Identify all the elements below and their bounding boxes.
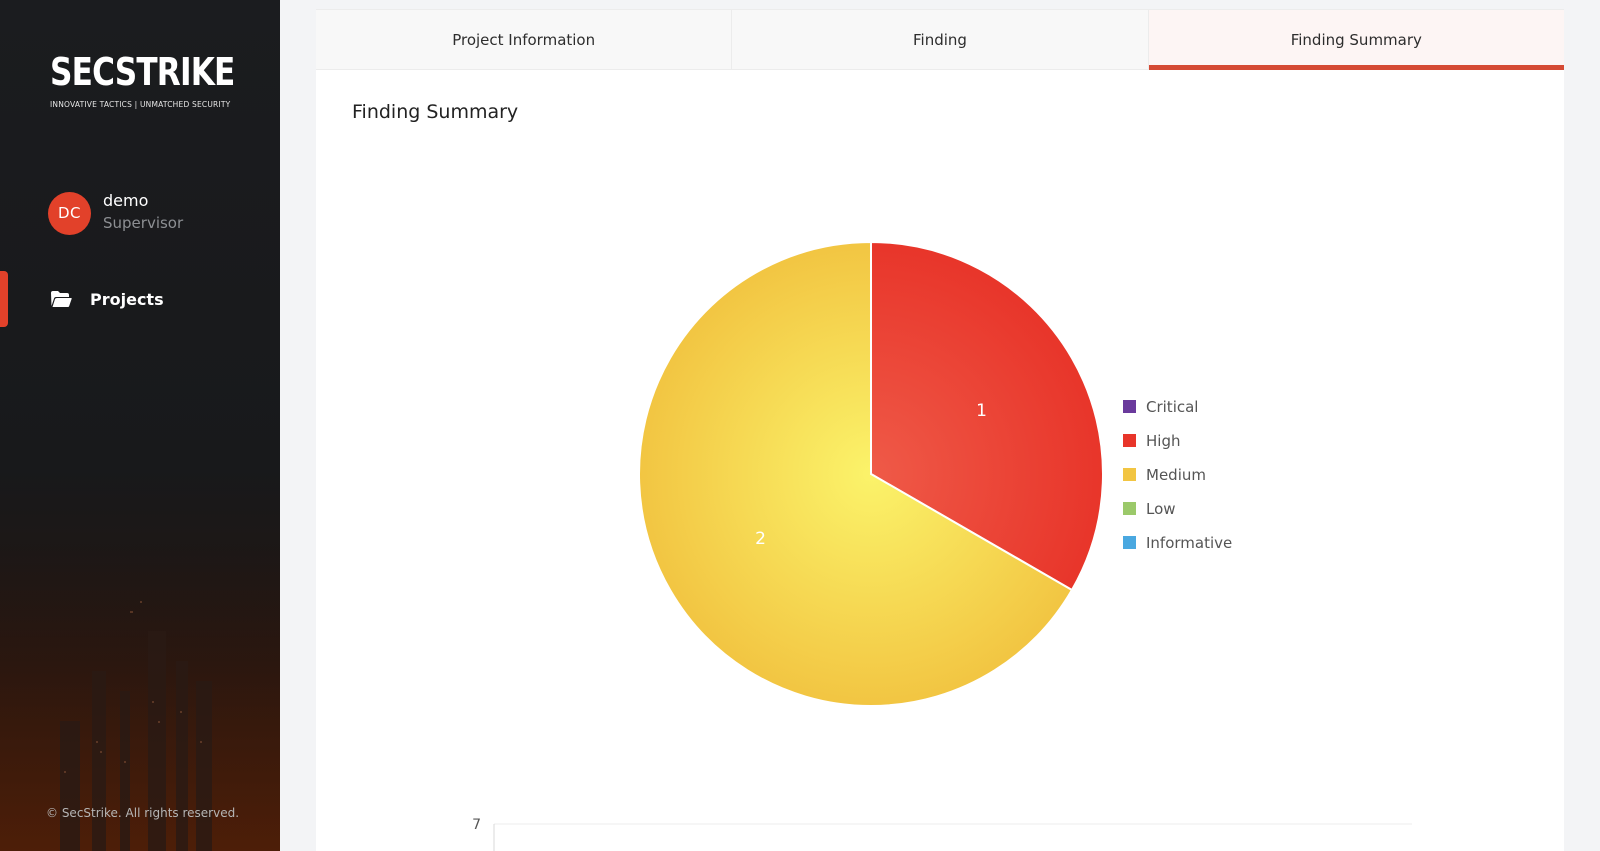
legend-item-critical[interactable]: Critical: [1123, 398, 1198, 416]
active-nav-indicator: [0, 271, 8, 327]
legend-swatch-critical: [1123, 400, 1136, 413]
user-info: demo Supervisor: [103, 191, 183, 235]
pie-slice-high[interactable]: [870, 240, 1104, 592]
folder-open-icon: [51, 291, 72, 307]
legend-label-high: High: [1146, 432, 1180, 450]
pie-slice-medium[interactable]: [638, 240, 1074, 707]
legend-swatch-informative: [1123, 536, 1136, 549]
user-role: Supervisor: [103, 214, 184, 232]
legend-label-critical: Critical: [1146, 398, 1198, 416]
tab-finding[interactable]: Finding: [732, 10, 1149, 70]
legend-swatch-medium: [1123, 468, 1136, 481]
legend-label-low: Low: [1146, 500, 1176, 518]
finding-bar-chart: 7: [472, 817, 1412, 851]
legend-item-low[interactable]: Low: [1123, 500, 1176, 518]
secstrike-logo[interactable]: SECSTRIKE INNOVATIVE TACTICS | UNMATCHED…: [50, 44, 235, 116]
tab-project-information[interactable]: Project Information: [316, 10, 733, 70]
sidebar-item-projects[interactable]: Projects: [0, 271, 280, 327]
legend-item-high[interactable]: High: [1123, 432, 1180, 450]
tab-finding-summary[interactable]: Finding Summary: [1148, 10, 1565, 70]
y-tick-label: 7: [472, 817, 481, 833]
legend-label-informative: Informative: [1146, 534, 1232, 552]
user-name: demo: [103, 191, 149, 210]
page-title: Finding Summary: [352, 101, 519, 123]
legend-item-informative[interactable]: Informative: [1123, 534, 1232, 552]
copyright-text: © SecStrike. All rights reserved.: [46, 806, 240, 820]
legend-label-medium: Medium: [1146, 466, 1206, 484]
sidebar-item-label: Projects: [90, 289, 164, 309]
user-profile[interactable]: DC demo Supervisor: [48, 191, 183, 235]
sidebar: SECSTRIKE INNOVATIVE TACTICS | UNMATCHED…: [0, 0, 280, 851]
legend-swatch-low: [1123, 502, 1136, 515]
tab-bar: Project Information Finding Finding Summ…: [316, 9, 1565, 70]
pie-label-high: 1: [976, 401, 987, 421]
main-card: Project Information Finding Finding Summ…: [316, 9, 1565, 851]
pie-label-medium: 2: [755, 529, 766, 549]
legend-swatch-high: [1123, 434, 1136, 447]
logo-tagline: INNOVATIVE TACTICS | UNMATCHED SECURITY: [50, 100, 231, 109]
logo-wordmark: SECSTRIKE: [50, 50, 235, 94]
legend-item-medium[interactable]: Medium: [1123, 466, 1206, 484]
avatar: DC: [48, 191, 91, 235]
finding-summary-pie-chart: 1 2 Critical High Medium Low Informative: [638, 240, 1232, 707]
